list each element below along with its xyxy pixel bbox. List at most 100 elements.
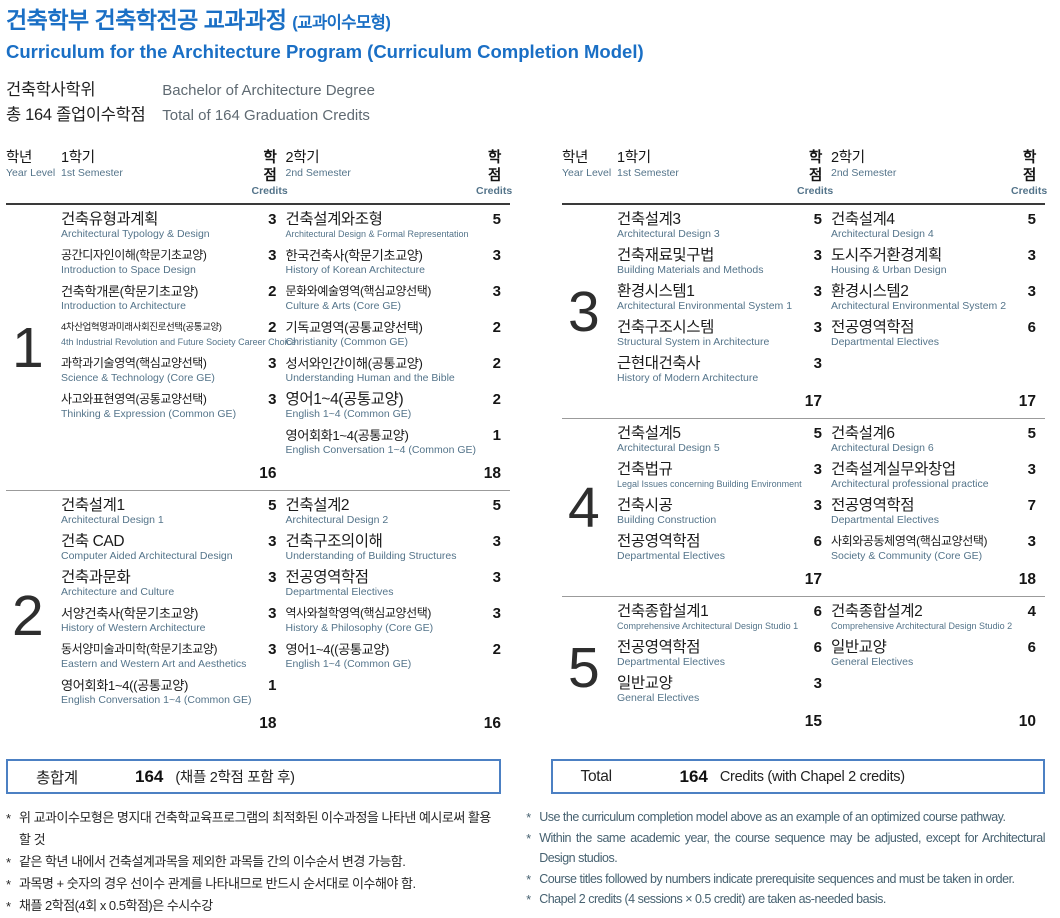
credit-value-sem1: 3 bbox=[268, 641, 277, 658]
col-header-credits2-en: Credits bbox=[1011, 185, 1048, 197]
degree-block: 건축학사학위 Bachelor of Architecture Degree 총… bbox=[6, 78, 1045, 128]
course-name-en: History & Philosophy (Core GE) bbox=[285, 622, 434, 634]
program-title-ko-paren: (교과이수모형) bbox=[292, 14, 391, 32]
course-name-en: Introduction to Space Design bbox=[61, 264, 196, 276]
course-cell: 건축설계와조형 Architectural Design & Formal Rep… bbox=[285, 211, 476, 247]
col-header-sem2: 2학기 2nd Semester bbox=[285, 149, 476, 198]
course-name-ko: 사고와표현영역(공통교양선택) bbox=[61, 392, 207, 406]
course-cell: 역사와철학영역(핵심교양선택) History & Philosophy (Cor… bbox=[285, 605, 476, 641]
grand-total-box-en: Total 164 Credits (with Chapel 2 credits… bbox=[550, 759, 1045, 794]
credit-value-sem1: 2 bbox=[268, 319, 277, 336]
course-name-en: Architecture and Culture bbox=[61, 586, 175, 598]
credit-value-sem2: 2 bbox=[492, 319, 501, 336]
grand-total-value-ko: 164 bbox=[135, 766, 164, 786]
course-name-ko: 전공영역학점 bbox=[616, 639, 701, 656]
credit-value-sem2: 6 bbox=[1027, 319, 1036, 336]
credit-value-sem1: 3 bbox=[813, 355, 822, 372]
course-name-en: Departmental Electives bbox=[616, 656, 725, 668]
course-cell: 성서와인간이해(공통교양) Understanding Human and the… bbox=[285, 355, 476, 391]
course-cell: 건축설계2 Architectural Design 2 bbox=[285, 497, 476, 533]
course-cell: 동서양미술과미학(학문기초교양) Eastern and Western Art … bbox=[61, 641, 251, 677]
course-name-ko: 전공영역학점 bbox=[830, 497, 915, 514]
col-header-credits1-ko: 학점 bbox=[263, 150, 277, 184]
course-cell: 전공영역학점 Departmental Electives bbox=[831, 319, 1011, 355]
grand-total-note-ko: (채플 2학점 포함 후) bbox=[175, 770, 295, 786]
credit-value-sem1: 3 bbox=[268, 211, 277, 228]
credit-value-sem2: 7 bbox=[1027, 497, 1036, 514]
course-name-en: Architectural Typology & Design bbox=[61, 228, 210, 240]
degree-label-ko: 건축학사학위 bbox=[6, 81, 96, 99]
semester1-total: 17 bbox=[804, 393, 822, 410]
course-name-ko: 도시주거환경계획 bbox=[830, 247, 942, 264]
course-name-ko: 환경시스템2 bbox=[830, 283, 909, 300]
course-name-ko: 건축설계2 bbox=[285, 497, 350, 514]
credit-value-sem1: 5 bbox=[268, 497, 277, 514]
course-row: 전공영역학점 Departmental Electives 6 일반교양 General… bbox=[617, 639, 1045, 675]
course-row: 근현대건축사 History of Modern Architecture 3 bbox=[617, 355, 1045, 391]
col-header-sem1: 1학기 1st Semester bbox=[617, 149, 797, 198]
credit-value-sem1: 6 bbox=[813, 533, 822, 550]
course-name-en: Legal Issues concerning Building Environ… bbox=[616, 479, 802, 489]
course-row: 건축설계1 Architectural Design 1 5 건축설계2 Archite… bbox=[61, 497, 510, 533]
course-name-ko: 공간디자인이해(학문기초교양) bbox=[61, 248, 207, 262]
course-name-en: Architectural Design 5 bbox=[616, 442, 720, 454]
course-cell: 과학과기술영역(핵심교양선택) Science & Technology (Cor… bbox=[61, 355, 251, 391]
credit-value-sem1: 3 bbox=[268, 391, 277, 408]
course-name-en: Architectural Design 4 bbox=[830, 228, 934, 240]
col-header-sem1: 1학기 1st Semester bbox=[61, 149, 251, 198]
course-name-ko: 건축과문화 bbox=[61, 569, 131, 586]
course-cell: 사회와공동체영역(핵심교양선택) Society & Community (Cor… bbox=[831, 533, 1011, 569]
semester-totals-row: 18 16 bbox=[61, 713, 510, 740]
course-row: 건축설계5 Architectural Design 5 5 건축설계6 Archite… bbox=[617, 425, 1045, 461]
course-name-ko: 역사와철학영역(핵심교양선택) bbox=[285, 606, 431, 620]
totals-spacer-1 bbox=[617, 571, 797, 596]
course-row: 건축유형과계획 Architectural Typology & Design 3 건… bbox=[61, 211, 510, 247]
course-name-ko: 건축 CAD bbox=[61, 533, 125, 550]
program-title-ko: 건축학부 건축학전공 교과과정 (교과이수모형) bbox=[6, 7, 1045, 37]
course-row: 일반교양 General Electives 3 bbox=[617, 675, 1045, 711]
footnote-item: 채플 2학점(4회 x 0.5학점)은 수시수강 bbox=[6, 895, 502, 918]
grand-total-value-en: 164 bbox=[679, 766, 708, 786]
course-row: 동서양미술과미학(학문기초교양) Eastern and Western Art … bbox=[61, 641, 510, 677]
course-name-en: Understanding Human and the Bible bbox=[285, 372, 455, 384]
total-credits-ko: 총 164 졸업이수학점 bbox=[6, 106, 146, 124]
course-cell: 영어1~4((공통교양) English 1~4 (Common GE) bbox=[285, 641, 476, 677]
col-header-sem2-en: 2nd Semester bbox=[830, 167, 897, 179]
credit-value-sem2: 6 bbox=[1027, 639, 1036, 656]
footnote-item: 위 교과이수모형은 명지대 건축학교육프로그램의 최적화된 이수과정을 나타낸 … bbox=[6, 807, 502, 851]
course-name-en: Society & Community (Core GE) bbox=[830, 550, 983, 562]
course-name-en: English 1~4 (Common GE) bbox=[285, 658, 412, 670]
year-group-3: 3 건축설계3 Architectural Design 3 5 건축설계4 Archit… bbox=[562, 205, 1045, 418]
semester1-total: 17 bbox=[804, 571, 822, 588]
credit-value-sem2: 3 bbox=[1027, 461, 1036, 478]
credit-value-sem1: 5 bbox=[813, 425, 822, 442]
year-rows: 건축설계3 Architectural Design 3 5 건축설계4 Archite… bbox=[617, 205, 1045, 418]
year-rows: 건축설계5 Architectural Design 5 5 건축설계6 Archite… bbox=[617, 419, 1045, 596]
course-cell: 건축시공 Building Construction bbox=[617, 497, 797, 533]
total-credits-row: 총 164 졸업이수학점 Total of 164 Graduation Cre… bbox=[6, 103, 1045, 128]
course-cell: 기독교영역(공통교양선택) Christianity (Common GE) bbox=[285, 319, 476, 355]
course-cell: 4차산업혁명과미래사회진로선택(공통교양) 4th Industrial Revo… bbox=[61, 319, 296, 355]
footnotes-ko: 위 교과이수모형은 명지대 건축학교육프로그램의 최적화된 이수과정을 나타낸 … bbox=[6, 807, 502, 918]
course-name-ko: 건축종합설계1 bbox=[616, 603, 709, 620]
course-cell: 한국건축사(학문기초교양) History of Korean Architect… bbox=[285, 247, 476, 283]
credit-value-sem1: 2 bbox=[268, 283, 277, 300]
course-name-en: Christianity (Common GE) bbox=[285, 336, 409, 348]
course-name-ko: 환경시스템1 bbox=[616, 283, 695, 300]
table-header: 학년 Year Level 1학기 1st Semester 학점 Credits 2학기 2… bbox=[561, 149, 1048, 205]
course-row: 서양건축사(학문기초교양) History of Western Architec… bbox=[61, 605, 510, 641]
degree-row: 건축학사학위 Bachelor of Architecture Degree bbox=[6, 78, 1045, 103]
semester1-total: 16 bbox=[259, 465, 277, 482]
col-header-sem2-en: 2nd Semester bbox=[285, 167, 351, 179]
semester-totals-row: 15 10 bbox=[617, 711, 1045, 738]
course-name-en: Architectural Environmental System 1 bbox=[616, 300, 793, 312]
course-name-ko: 영어1~4((공통교양) bbox=[285, 642, 390, 657]
credit-value-sem2 bbox=[1011, 675, 1045, 711]
credit-value-sem1: 6 bbox=[813, 639, 822, 656]
course-name-ko: 건축재료및구법 bbox=[616, 247, 715, 264]
semester1-total: 18 bbox=[259, 715, 277, 732]
totals-spacer-1 bbox=[617, 393, 797, 418]
semester2-total: 18 bbox=[483, 465, 501, 482]
course-cell bbox=[61, 427, 251, 463]
col-header-sem1-ko: 1학기 bbox=[616, 150, 651, 166]
